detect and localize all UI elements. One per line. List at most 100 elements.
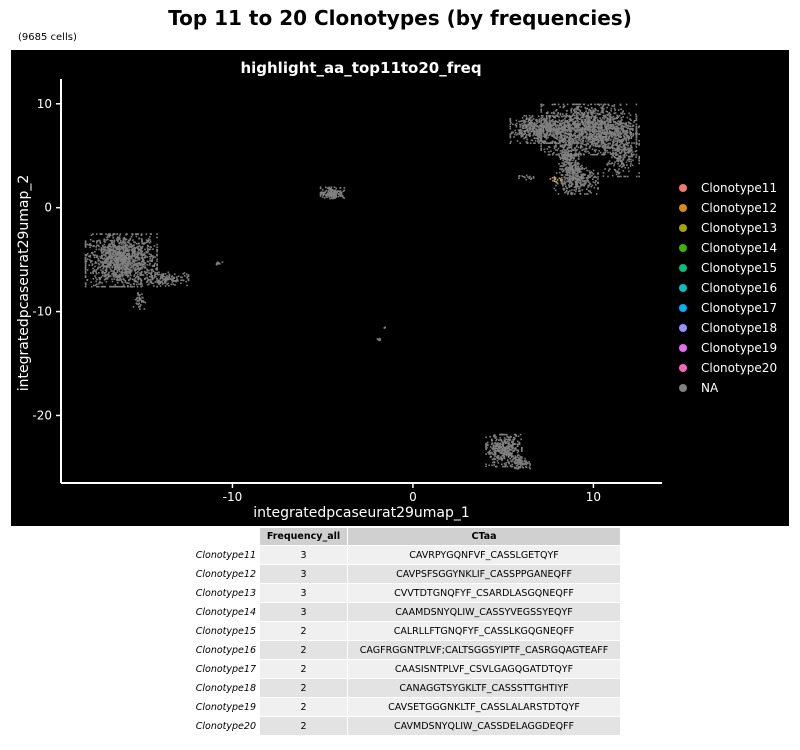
na-cell-point bbox=[105, 275, 107, 278]
na-cell-point bbox=[174, 284, 176, 286]
na-cell-point bbox=[114, 259, 117, 262]
na-cell-point bbox=[557, 147, 560, 150]
na-cell-point bbox=[538, 136, 540, 138]
na-cell-point bbox=[112, 263, 115, 265]
na-cell-point bbox=[524, 132, 526, 135]
na-cell-point bbox=[571, 155, 574, 158]
na-cell-point bbox=[570, 147, 573, 149]
na-cell-point bbox=[594, 119, 596, 121]
na-cell-point bbox=[569, 176, 571, 178]
na-cell-point bbox=[599, 119, 602, 122]
na-cell-point bbox=[606, 114, 609, 116]
na-cell-point bbox=[605, 110, 608, 113]
na-cell-point bbox=[146, 244, 149, 247]
na-cell-point bbox=[138, 237, 141, 240]
na-cell-point bbox=[587, 129, 590, 131]
na-cell-point bbox=[567, 125, 569, 128]
na-cell-point bbox=[631, 164, 634, 167]
na-cell-point bbox=[98, 259, 101, 262]
na-cell-point bbox=[146, 276, 148, 279]
na-cell-point bbox=[339, 190, 341, 193]
na-cell-point bbox=[579, 192, 581, 195]
na-cell-point bbox=[149, 239, 151, 241]
na-cell-point bbox=[564, 126, 567, 129]
na-cell-point bbox=[519, 128, 522, 131]
na-cell-point bbox=[615, 148, 617, 150]
na-cell-point bbox=[570, 145, 573, 148]
na-cell-point bbox=[95, 262, 98, 264]
na-cell-point bbox=[521, 449, 523, 451]
na-cell-point bbox=[553, 141, 556, 143]
na-cell-point bbox=[592, 111, 595, 114]
na-cell-point bbox=[505, 451, 507, 454]
na-cell-point bbox=[555, 153, 558, 156]
na-cell-point bbox=[120, 243, 123, 246]
na-cell-point bbox=[108, 271, 110, 274]
na-cell-point bbox=[502, 446, 505, 448]
na-cell-point bbox=[131, 269, 133, 271]
na-cell-point bbox=[123, 285, 125, 288]
na-cell-point bbox=[563, 105, 566, 107]
na-cell-point bbox=[569, 150, 572, 152]
na-cell-point bbox=[545, 128, 547, 130]
na-cell-point bbox=[125, 256, 128, 258]
na-cell-point bbox=[587, 114, 589, 117]
na-cell-point bbox=[604, 145, 606, 147]
na-cell-point bbox=[550, 134, 553, 137]
na-cell-point bbox=[501, 450, 504, 453]
na-cell-point bbox=[596, 142, 599, 145]
na-cell-point bbox=[509, 448, 512, 451]
na-cell-point bbox=[135, 263, 138, 266]
na-cell-point bbox=[557, 115, 559, 117]
na-cell-point bbox=[534, 127, 536, 129]
na-cell-point bbox=[100, 285, 103, 288]
na-cell-point bbox=[511, 449, 513, 451]
na-cell-point bbox=[580, 121, 583, 124]
na-cell-point bbox=[525, 466, 528, 469]
na-cell-point bbox=[542, 128, 545, 130]
na-cell-point bbox=[108, 256, 111, 259]
na-cell-point bbox=[564, 117, 566, 120]
na-cell-point bbox=[140, 304, 142, 306]
na-cell-point bbox=[146, 271, 148, 274]
na-cell-point bbox=[618, 122, 620, 125]
na-cell-point bbox=[515, 124, 518, 127]
na-cell-point bbox=[509, 436, 512, 438]
na-cell-point bbox=[140, 271, 143, 273]
na-cell-point bbox=[125, 259, 127, 261]
na-cell-point bbox=[559, 144, 562, 147]
na-cell-point bbox=[553, 147, 556, 149]
na-cell-point bbox=[581, 139, 584, 142]
na-cell-point bbox=[113, 254, 115, 257]
na-cell-point bbox=[631, 154, 633, 156]
na-cell-point bbox=[560, 139, 563, 141]
na-cell-point bbox=[135, 275, 138, 278]
na-cell-point bbox=[616, 150, 619, 152]
na-cell-point bbox=[615, 125, 618, 127]
na-cell-point bbox=[116, 285, 118, 288]
na-cell-point bbox=[602, 141, 605, 144]
na-cell-point bbox=[539, 130, 542, 132]
na-cell-point bbox=[115, 264, 117, 267]
na-cell-point bbox=[149, 279, 152, 281]
na-cell-point bbox=[94, 250, 96, 253]
na-cell-point bbox=[502, 441, 505, 444]
na-cell-point bbox=[626, 134, 628, 137]
na-cell-point bbox=[124, 281, 127, 283]
na-cell-point bbox=[332, 190, 335, 193]
na-cell-point bbox=[632, 159, 634, 162]
na-cell-point bbox=[546, 142, 549, 144]
na-cell-point bbox=[601, 137, 604, 139]
na-cell-point bbox=[581, 134, 584, 136]
na-cell-point bbox=[587, 184, 590, 187]
na-cell-point bbox=[617, 172, 620, 174]
na-cell-point bbox=[114, 251, 116, 253]
na-cell-point bbox=[97, 257, 99, 260]
na-cell-point bbox=[104, 285, 106, 288]
na-cell-point bbox=[523, 115, 525, 117]
na-cell-point bbox=[328, 193, 330, 196]
na-cell-point bbox=[607, 175, 609, 178]
na-cell-point bbox=[107, 249, 109, 251]
na-cell-point bbox=[140, 281, 142, 284]
na-cell-point bbox=[109, 245, 112, 248]
